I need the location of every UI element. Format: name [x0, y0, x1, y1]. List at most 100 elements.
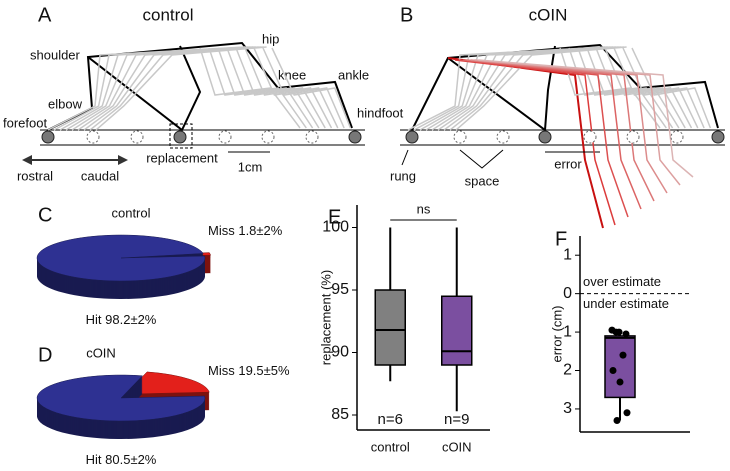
pie-slice	[36, 374, 206, 422]
rung-empty	[626, 130, 640, 144]
x-tick-label: cOIN	[442, 439, 472, 454]
pie-slice	[124, 371, 210, 395]
annotation: n=9	[444, 411, 469, 428]
panel-label: C	[38, 204, 52, 226]
panel-title: control	[142, 5, 193, 24]
label: elbow	[48, 96, 83, 111]
y-tick-label: 90	[331, 344, 349, 361]
limb-trace-error	[454, 59, 616, 226]
annotation: under estimate	[583, 296, 669, 311]
category-label: Miss	[208, 363, 235, 378]
y-tick-label: 1	[563, 246, 572, 263]
label: shoulder	[30, 47, 81, 62]
label: replacement	[146, 150, 218, 165]
pie-label: Miss 19.5±5%	[208, 363, 290, 378]
arrowhead	[22, 155, 32, 165]
value-label: 19.5±5%	[238, 363, 290, 378]
y-tick-label: 2	[563, 362, 572, 379]
category-label: Hit	[86, 452, 102, 467]
limb-trace-faint	[455, 46, 627, 131]
rung-empty	[218, 130, 232, 144]
rung-empty	[305, 130, 319, 144]
limb-trace-faint	[199, 47, 301, 129]
category-label: Miss	[208, 223, 235, 238]
annotation: ns	[417, 201, 431, 216]
limb-trace	[447, 57, 604, 229]
label: knee	[278, 67, 306, 82]
label: rostral	[17, 168, 53, 183]
box	[604, 335, 636, 399]
label: ankle	[338, 67, 369, 82]
y-axis-label: error (cm)	[549, 305, 564, 362]
rung	[538, 130, 552, 144]
bracket	[459, 149, 504, 169]
data-point	[619, 351, 627, 359]
panel-label: F	[555, 228, 567, 250]
data-point	[622, 330, 630, 338]
category-label: Hit	[86, 312, 102, 327]
limb-trace-error	[478, 59, 694, 178]
box	[374, 289, 406, 366]
panel-label: A	[38, 4, 52, 26]
label: error	[554, 156, 582, 171]
rung-empty	[86, 130, 100, 144]
value-label: 1.8±2%	[238, 223, 282, 238]
limb-trace-faint	[208, 47, 307, 129]
y-tick-label: 95	[331, 281, 349, 298]
rung-empty	[583, 130, 597, 144]
limb-trace-faint	[235, 47, 326, 129]
pie-slice	[36, 234, 206, 282]
label: rung	[390, 168, 416, 183]
pie-title: control	[111, 205, 150, 220]
limb-trace-faint	[95, 46, 267, 131]
limb-trace-faint	[262, 47, 345, 129]
limb-trace-faint	[631, 47, 712, 129]
rung-empty	[261, 130, 275, 144]
label: space	[465, 173, 500, 188]
y-tick-label: 85	[331, 406, 349, 423]
annotation: over estimate	[583, 274, 661, 289]
y-tick-label: 3	[563, 400, 572, 417]
rung-empty	[670, 130, 684, 144]
label: hip	[262, 31, 279, 46]
rung	[173, 130, 187, 144]
limb-trace-faint	[217, 47, 314, 129]
y-tick-label: 1	[563, 323, 572, 340]
label: caudal	[81, 168, 119, 183]
annotation: n=6	[378, 411, 403, 428]
rung	[348, 130, 362, 144]
panel-title: cOIN	[529, 5, 568, 24]
data-point	[623, 409, 631, 417]
rung-empty	[130, 130, 144, 144]
pie-title: cOIN	[86, 345, 116, 360]
y-tick-label: 100	[322, 219, 349, 236]
limb-trace-error	[470, 59, 668, 194]
pie-label: Miss 1.8±2%	[208, 223, 283, 238]
arrowhead	[118, 155, 128, 165]
label: 1cm	[238, 159, 263, 174]
panel-a: A control shoulder elbow forefoot hip kn…	[3, 4, 404, 183]
box	[441, 295, 473, 366]
limb-trace	[411, 43, 719, 131]
data-point	[616, 378, 624, 386]
pie-label: Hit 80.5±2%	[86, 452, 157, 467]
limb-trace-faint	[253, 47, 339, 129]
label: forefoot	[3, 115, 47, 130]
value-label: 98.2±2%	[105, 312, 157, 327]
limb-trace-faint	[244, 47, 333, 129]
y-axis-label: replacement (%)	[318, 270, 333, 365]
rung-empty	[496, 130, 510, 144]
panel-label: B	[400, 4, 413, 26]
label: hindfoot	[357, 105, 404, 120]
x-tick-label: control	[371, 439, 410, 454]
limb-trace-faint	[271, 47, 352, 129]
data-point	[612, 328, 620, 336]
rung	[405, 130, 419, 144]
limb-trace-error	[462, 59, 642, 210]
panel-label: E	[328, 206, 341, 228]
rung	[41, 130, 55, 144]
data-point	[609, 367, 617, 375]
y-tick-label: 0	[563, 285, 572, 302]
highlight-box	[169, 123, 193, 149]
